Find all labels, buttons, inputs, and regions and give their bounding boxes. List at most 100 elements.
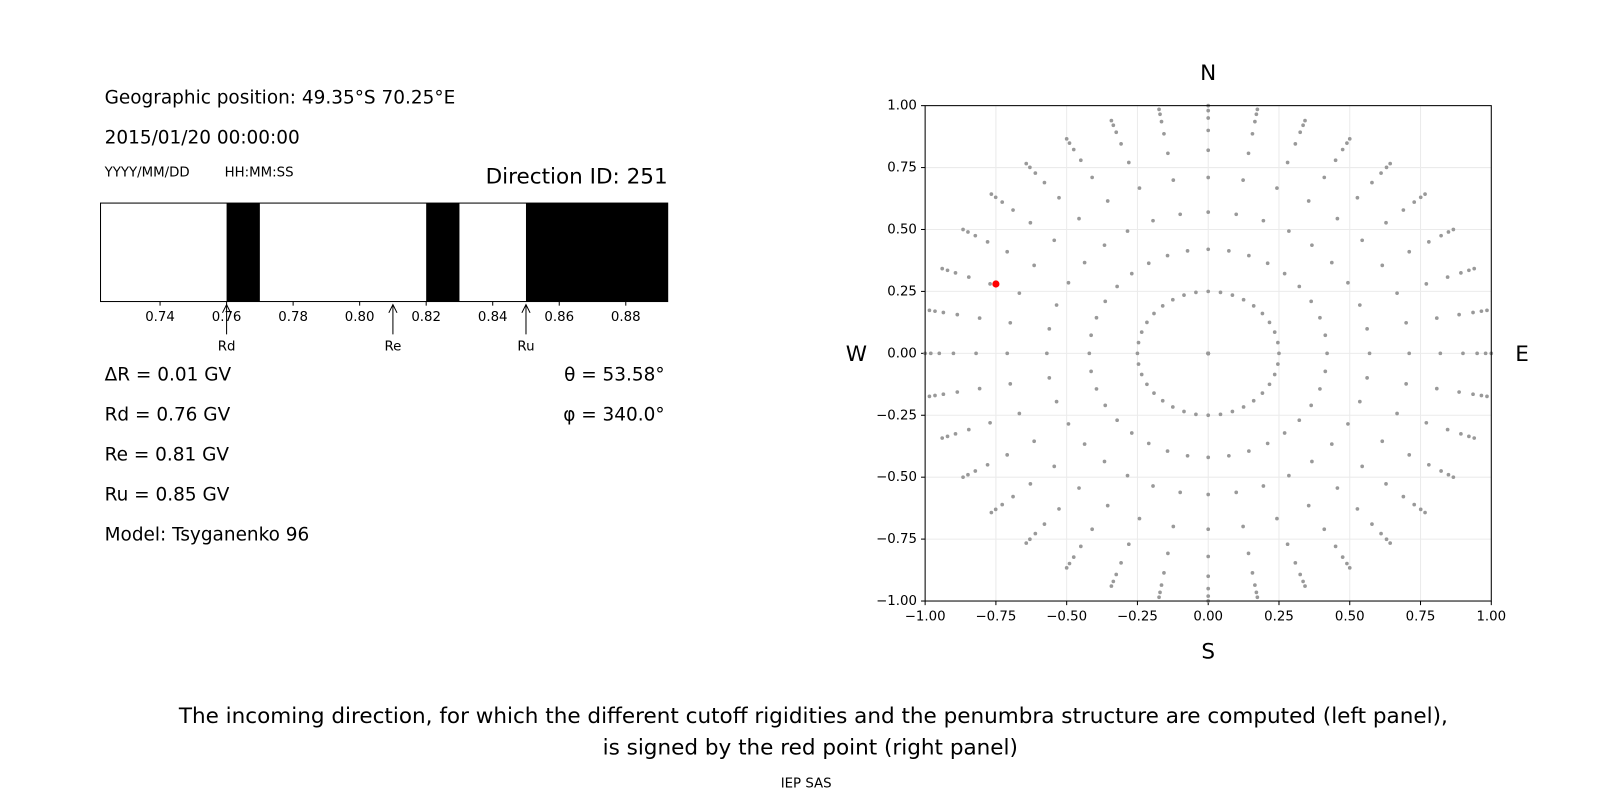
direction-point <box>1310 459 1314 464</box>
direction-point <box>1247 449 1251 453</box>
direction-id: Direction ID: 251 <box>486 164 668 189</box>
result-line: Model: Tsyganenko 96 <box>105 524 310 545</box>
direction-point <box>1247 253 1251 258</box>
direction-point <box>1170 297 1175 302</box>
direction-point <box>1032 439 1036 444</box>
direction-point <box>1445 427 1450 432</box>
direction-point <box>1251 304 1256 308</box>
direction-point <box>1218 290 1223 295</box>
direction-point <box>933 393 937 398</box>
y-tick-label: 0.50 <box>887 222 917 237</box>
direction-point <box>1287 473 1291 478</box>
direction-point <box>1011 208 1015 212</box>
direction-point <box>1206 527 1211 532</box>
direction-point <box>1160 398 1165 403</box>
caption: The incoming direction, for which the di… <box>178 704 1448 729</box>
direction-point <box>1384 220 1388 225</box>
direction-point <box>1089 333 1093 338</box>
direction-point <box>1424 420 1429 425</box>
direction-point <box>1446 230 1451 234</box>
direction-point <box>1042 522 1047 526</box>
direction-point <box>1298 572 1303 577</box>
direction-point <box>1165 253 1170 258</box>
y-tick-label: −0.75 <box>876 532 917 547</box>
direction-point <box>1275 186 1279 190</box>
y-tick-label: −0.25 <box>876 408 917 423</box>
direction-point <box>1064 565 1069 570</box>
direction-point <box>1451 227 1456 232</box>
direction-point <box>1380 263 1385 268</box>
y-tick-label: 1.00 <box>887 99 917 114</box>
direction-point <box>1146 261 1151 266</box>
direction-point <box>1206 210 1211 214</box>
direction-point <box>1293 142 1298 146</box>
direction-point <box>966 427 971 432</box>
direction-point <box>1206 148 1211 153</box>
direction-point <box>1379 171 1383 175</box>
x-tick-label: 0.84 <box>478 310 508 325</box>
direction-point <box>1407 453 1412 457</box>
direction-point <box>1045 351 1049 356</box>
direction-point <box>1261 218 1266 223</box>
x-tick-label: 0.25 <box>1264 609 1294 624</box>
direction-point <box>1151 484 1155 488</box>
direction-point <box>1206 413 1211 418</box>
direction-point <box>1078 158 1083 163</box>
direction-point <box>977 386 982 391</box>
direction-point <box>1227 453 1231 458</box>
direction-point <box>955 312 960 317</box>
direction-point <box>1137 516 1142 521</box>
x-tick-label: 0.74 <box>145 310 175 325</box>
direction-point <box>951 351 956 356</box>
direction-point <box>1057 507 1061 511</box>
direction-point <box>1333 158 1338 163</box>
result-line: Re = 0.81 GV <box>105 444 230 465</box>
direction-point <box>1077 216 1081 221</box>
direction-point <box>1111 123 1116 128</box>
direction-point <box>1457 312 1461 317</box>
direction-point <box>1310 243 1314 248</box>
direction-point <box>1340 147 1345 152</box>
direction-point <box>1017 411 1022 416</box>
direction-point <box>1206 455 1211 460</box>
direction-point <box>1370 180 1374 185</box>
direction-point <box>1094 387 1099 391</box>
direction-point <box>1423 510 1427 515</box>
direction-point <box>1135 351 1140 356</box>
theta: θ = 53.58° <box>564 364 665 385</box>
direction-point <box>1322 175 1327 180</box>
selected-point <box>992 280 1000 288</box>
direction-point <box>1230 293 1235 297</box>
direction-point <box>1329 260 1334 265</box>
direction-point <box>1032 263 1036 268</box>
x-tick-label: −1.00 <box>905 609 946 624</box>
direction-point <box>1005 453 1010 457</box>
direction-point <box>1206 247 1211 252</box>
direction-point <box>1275 516 1279 521</box>
direction-point <box>1446 472 1451 477</box>
y-tick-label: −1.00 <box>876 594 917 609</box>
direction-point <box>1171 524 1176 529</box>
direction-point <box>1370 522 1374 526</box>
direction-point <box>1206 128 1211 133</box>
direction-point <box>1028 537 1032 542</box>
direction-point <box>945 268 950 273</box>
direction-point <box>1485 394 1489 399</box>
direction-point <box>1306 503 1311 508</box>
direction-point <box>1162 131 1166 136</box>
direction-point <box>1426 240 1431 244</box>
direction-point <box>1379 531 1383 536</box>
direction-point <box>1115 284 1119 289</box>
direction-point <box>1206 351 1211 356</box>
x-tick-label: 0.88 <box>611 310 641 325</box>
direction-point <box>1287 229 1291 233</box>
direction-point <box>1114 130 1119 135</box>
direction-point <box>1355 195 1360 200</box>
direction-point <box>1182 293 1186 297</box>
cutoff-label: Rd <box>218 340 236 355</box>
y-tick-label: 0.75 <box>887 161 917 176</box>
direction-point <box>1365 326 1369 331</box>
direction-point <box>1483 351 1488 356</box>
direction-point <box>1250 571 1255 575</box>
direction-point <box>1160 304 1165 308</box>
